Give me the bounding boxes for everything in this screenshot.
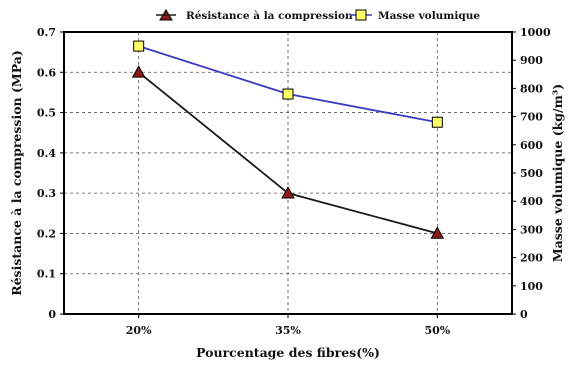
left-tick-label: 0.6	[37, 66, 56, 79]
legend-item-compression: Résistance à la compression	[156, 9, 353, 22]
series-layer	[131, 40, 445, 239]
legend-square-marker	[355, 9, 367, 21]
x-tick-label: 20%	[126, 324, 152, 337]
right-tick-label: 900	[520, 54, 543, 67]
right-tick-label: 100	[520, 280, 543, 293]
left-axis-title: Résistance à la compression (MPa)	[9, 50, 24, 296]
left-axis-ticks: 0 0.1 0.2 0.3 0.4 0.5 0.6 0.7	[37, 26, 64, 321]
data-point-square	[133, 40, 145, 52]
data-point-triangle	[281, 186, 295, 199]
data-point-triangle	[430, 226, 445, 239]
series-density	[133, 40, 443, 128]
data-point-square	[431, 116, 443, 128]
data-point-square	[282, 88, 294, 100]
legend-label-compression: Résistance à la compression	[186, 10, 353, 22]
x-axis-title: Pourcentage des fibres(%)	[196, 345, 380, 360]
series-compression	[131, 65, 445, 239]
left-tick-label: 0	[48, 308, 56, 321]
legend-item-density: Masse volumique	[350, 9, 480, 22]
right-tick-label: 500	[520, 167, 543, 180]
right-axis-ticks: 0 100 200 300 400 500 600 700 800 900 1000	[512, 26, 551, 321]
right-tick-label: 800	[520, 82, 543, 95]
x-tick-label: 50%	[424, 324, 450, 337]
left-tick-label: 0.3	[37, 187, 56, 200]
right-tick-label: 600	[520, 139, 543, 152]
left-tick-label: 0.7	[37, 26, 56, 39]
right-axis-title: Masse volumique (kg/m³)	[550, 84, 565, 262]
right-tick-label: 400	[520, 195, 543, 208]
x-tick-label: 35%	[275, 324, 301, 337]
left-tick-label: 0.4	[37, 147, 56, 160]
legend-label-density: Masse volumique	[378, 10, 480, 22]
left-tick-label: 0.1	[37, 268, 56, 281]
right-tick-label: 1000	[520, 26, 551, 39]
data-point-triangle	[131, 65, 146, 78]
legend: Résistance à la compression Masse volumi…	[156, 9, 480, 22]
left-tick-label: 0.2	[37, 227, 56, 240]
grid	[64, 32, 512, 314]
x-axis-ticks: 20% 35% 50%	[126, 314, 451, 337]
left-tick-label: 0.5	[37, 107, 56, 120]
right-tick-label: 0	[520, 308, 528, 321]
right-tick-label: 200	[520, 252, 543, 265]
right-tick-label: 300	[520, 223, 543, 236]
right-tick-label: 700	[520, 111, 543, 124]
